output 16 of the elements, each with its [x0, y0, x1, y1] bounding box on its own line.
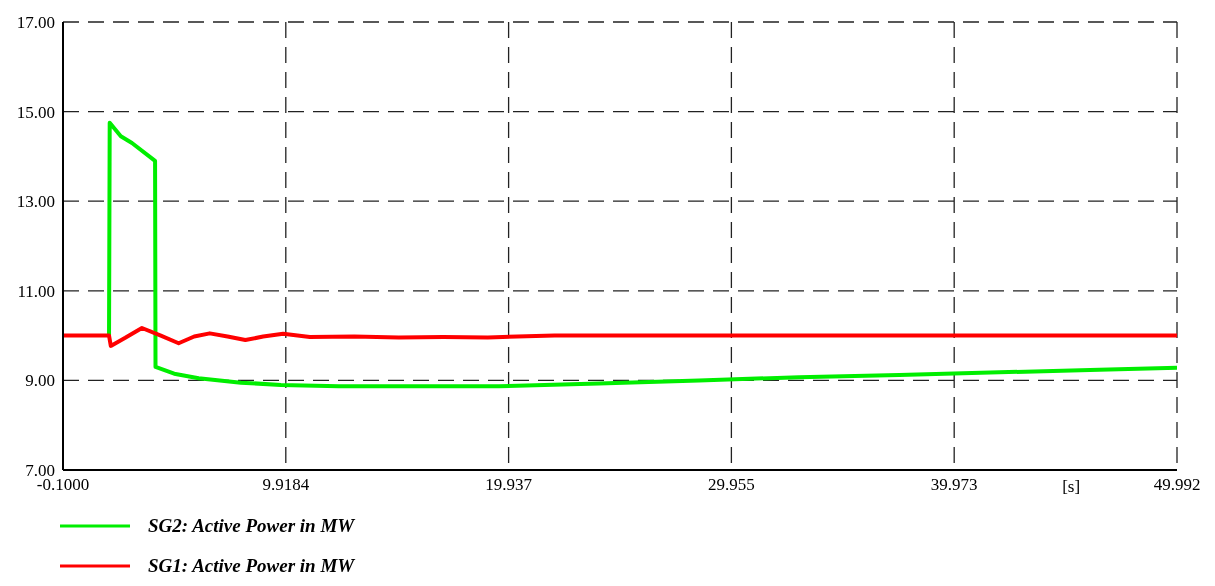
x-tick-label: 19.937: [485, 475, 533, 495]
y-tick-label: 17.00: [16, 13, 55, 33]
x-tick-label: 39.973: [930, 475, 978, 495]
legend-label: SG2: Active Power in MW: [148, 515, 355, 537]
y-tick-label: 13.00: [16, 192, 55, 212]
x-tick-label: 29.955: [708, 475, 755, 495]
line-series: [63, 325, 1177, 348]
line-series: [107, 120, 1177, 389]
legend-label: SG1: Active Power in MW: [148, 555, 355, 577]
x-axis-title: [s]: [1062, 477, 1081, 496]
x-tick-label: -0.1000: [36, 475, 90, 495]
y-tick-label: 11.00: [17, 281, 55, 301]
x-tick-label: 9.9184: [262, 475, 310, 495]
x-tick-label: 49.992: [1153, 475, 1201, 495]
y-tick-label: 15.00: [16, 102, 55, 122]
y-tick-label: 9.00: [25, 371, 55, 391]
